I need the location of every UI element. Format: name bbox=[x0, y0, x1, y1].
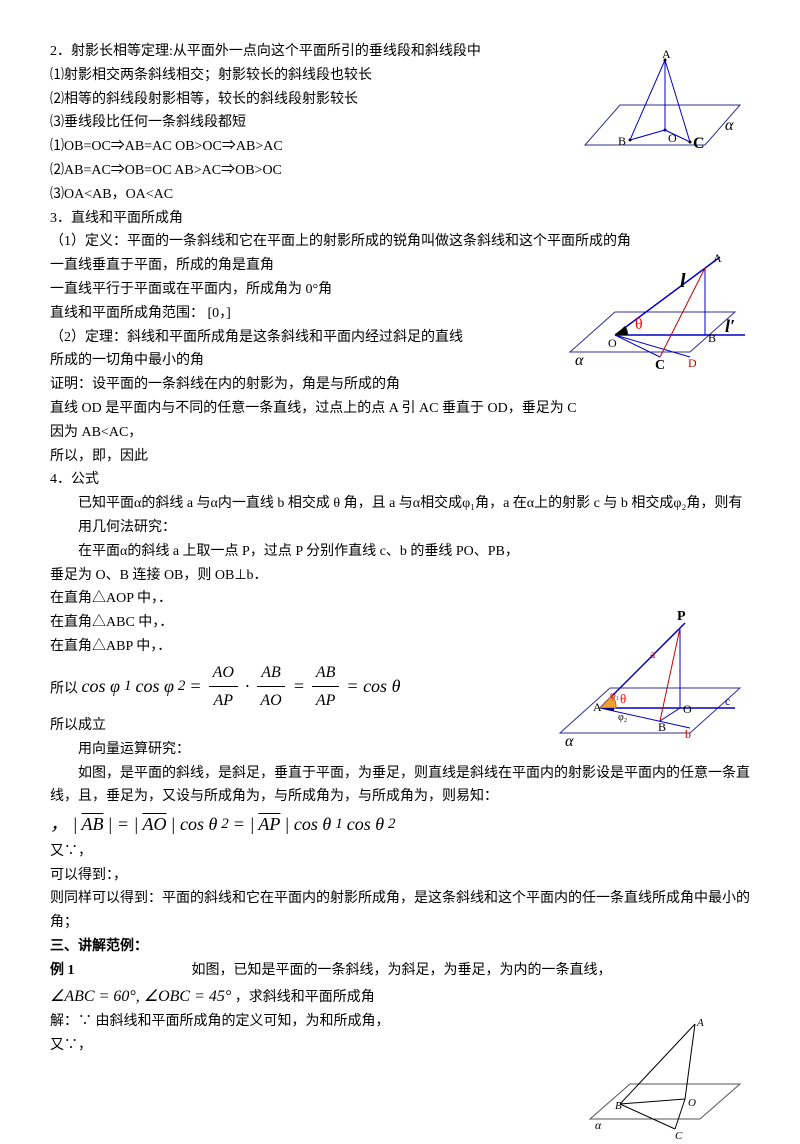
svg-text:P: P bbox=[677, 609, 686, 624]
svg-text:α: α bbox=[575, 352, 584, 369]
svg-text:O: O bbox=[688, 1097, 696, 1109]
svg-text:B: B bbox=[618, 134, 626, 148]
svg-text:φ₁: φ₁ bbox=[610, 690, 619, 701]
s4-l10: 又∵， bbox=[50, 840, 750, 864]
s3-title: 3．直线和平面所成角 bbox=[50, 207, 750, 231]
svg-text:α: α bbox=[565, 733, 574, 750]
s4-l11: 可以得到：， bbox=[50, 864, 750, 888]
s4-l1: 已知平面α的斜线 a 与α内一直线 b 相交成 θ 角，且 a 与α相交成φ₁角… bbox=[50, 492, 750, 516]
ex1-line1: 例 1 如图，已知是平面的一条斜线，为斜足，为垂足，为内的一条直线， bbox=[50, 959, 750, 983]
section-2: α O B C A 2．射影长相等定理:从平面外一点向这个平面所引的垂线段和斜线… bbox=[50, 40, 750, 207]
svg-text:C: C bbox=[655, 358, 665, 373]
figure-2: α l′ l A B C D θ O bbox=[560, 247, 750, 377]
s3-l5: （2）定理：斜线和平面所成角是这条斜线和平面内经过斜足的直线所成的一切角中最小的… bbox=[50, 326, 470, 374]
svg-text:O: O bbox=[608, 336, 617, 350]
s4-l9: 如图，是平面的斜线，是斜足，垂直于平面，为垂足，则直线是斜线在平面内的射影设是平… bbox=[50, 762, 750, 810]
figure-1: α O B C A bbox=[570, 50, 750, 170]
svg-text:θ: θ bbox=[635, 316, 643, 333]
section-3: α l′ l A B C D θ O 3．直线和平面所成角 （1）定义：平面的一… bbox=[50, 207, 750, 469]
svg-text:C: C bbox=[693, 135, 705, 152]
ex1-label: 例 1 bbox=[50, 963, 75, 978]
formula-prefix: 所以 bbox=[50, 681, 82, 696]
svg-text:φ₂: φ₂ bbox=[618, 712, 627, 723]
svg-text:α: α bbox=[595, 1118, 602, 1132]
s4-l3: 在平面α的斜线 a 上取一点 P，过点 P 分别作直线 c、b 的垂线 PO、P… bbox=[50, 540, 520, 588]
s3-l8: 因为 AB<AC， bbox=[50, 421, 750, 445]
figure-3: α c A P a O b B θ φ₁ φ₂ bbox=[550, 608, 750, 758]
ex1-cond: ∠ABC = 60°, ∠OBC = 45° bbox=[50, 983, 231, 1010]
s4-title: 4．公式 bbox=[50, 468, 750, 492]
svg-text:l′: l′ bbox=[725, 316, 735, 336]
svg-text:b: b bbox=[685, 727, 691, 741]
ex1-text: 如图，已知是平面的一条斜线，为斜足，为垂足，为内的一条直线， bbox=[192, 963, 612, 978]
svg-text:O: O bbox=[683, 702, 692, 716]
s3-l6: 证明：设平面的一条斜线在内的射影为，角是与所成的角 bbox=[50, 373, 750, 397]
svg-text:c: c bbox=[725, 694, 730, 708]
svg-text:θ: θ bbox=[620, 691, 626, 706]
section-4: α c A P a O b B θ φ₁ φ₂ 4．公式 已知平面α的斜线 a … bbox=[50, 468, 750, 935]
formula-2: ， | AB | = | AO | cos θ2 = | AP | cos θ1… bbox=[50, 809, 750, 840]
ex1-cond-line: ∠ABC = 60°, ∠OBC = 45° ，求斜线和平面所成角 bbox=[50, 983, 750, 1010]
example-1: α A B O C 例 1 如图，已知是平面的一条斜线，为斜足，为垂足，为内的一… bbox=[50, 959, 750, 1058]
svg-text:B: B bbox=[615, 1100, 622, 1112]
examples-heading: 三、讲解范例： bbox=[50, 935, 750, 959]
s4-l2: 用几何法研究： bbox=[50, 516, 750, 540]
svg-text:B: B bbox=[658, 720, 666, 734]
ex1-cond-tail: ，求斜线和平面所成角 bbox=[235, 990, 375, 1005]
s2-e3: ⑶OA<AB，OA<AC bbox=[50, 183, 750, 207]
svg-text:l: l bbox=[680, 270, 686, 292]
s3-l9: 所以，即，因此 bbox=[50, 445, 750, 469]
s3-l7: 直线 OD 是平面内与不同的任意一条直线，过点上的点 A 引 AC 垂直于 OD… bbox=[50, 397, 750, 421]
svg-text:A: A bbox=[713, 251, 722, 265]
figure-4: α A B O C bbox=[580, 1014, 750, 1144]
svg-text:D: D bbox=[688, 356, 697, 370]
svg-text:a: a bbox=[650, 647, 656, 661]
formula-body: cos φ1 cos φ2 = AOAP · ABAO = ABAP = cos… bbox=[82, 659, 401, 714]
svg-text:α: α bbox=[725, 117, 734, 134]
svg-text:A: A bbox=[662, 50, 671, 61]
s4-l12: 则同样可以得到：平面的斜线和它在平面内的射影所成角，是这条斜线和这个平面内的任一… bbox=[50, 887, 750, 935]
svg-text:B: B bbox=[708, 331, 716, 345]
svg-text:A: A bbox=[696, 1017, 704, 1029]
